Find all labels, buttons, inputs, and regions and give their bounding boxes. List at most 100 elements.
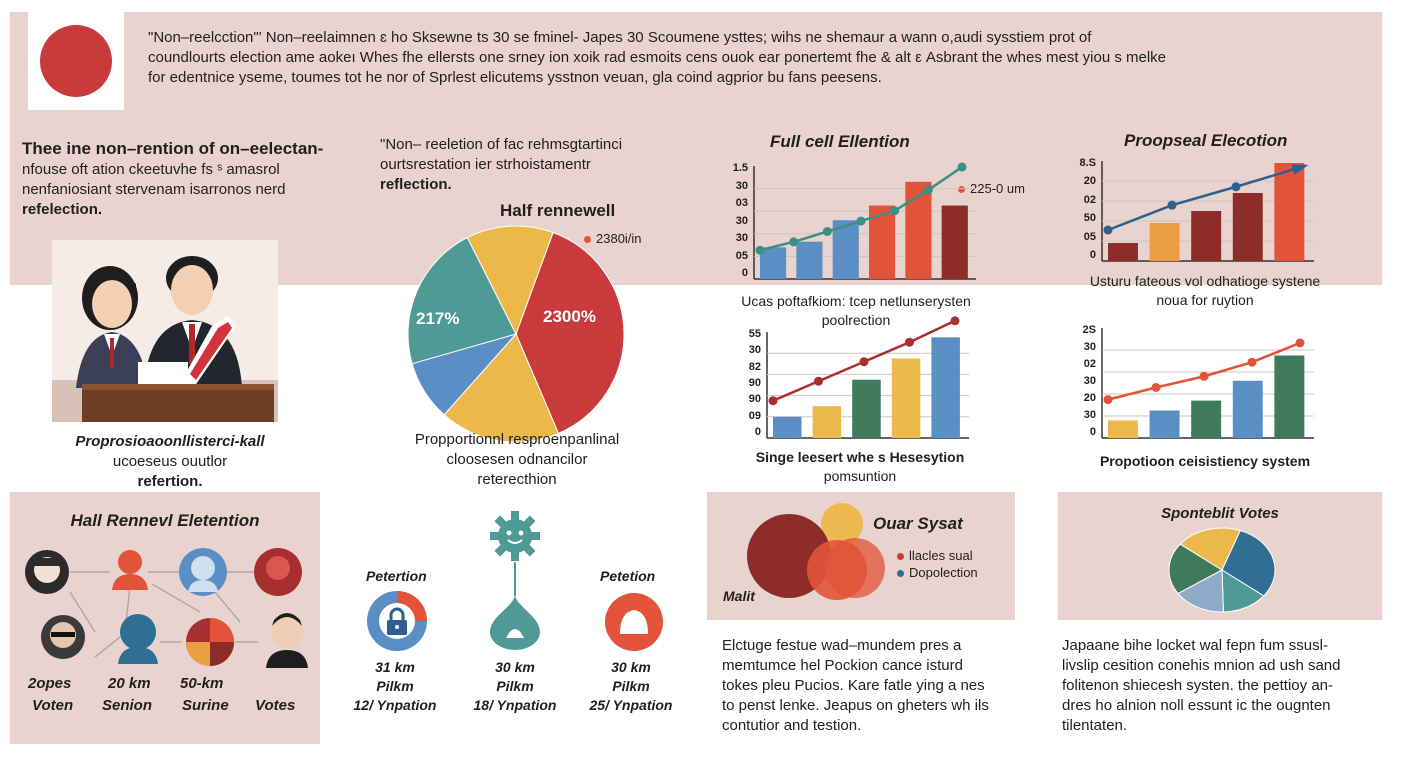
y-tick-label: 0 [754, 426, 761, 438]
y-tick-label: 30 [735, 179, 748, 192]
chart-caption-proposal: Usturu fateous vol odhatioge systene nou… [1050, 272, 1360, 310]
trend-point [1247, 357, 1257, 367]
bar [1191, 400, 1222, 438]
hall-label: 2opes [28, 675, 72, 692]
y-tick-label: 0 [1089, 249, 1096, 261]
bar [1108, 243, 1138, 261]
legend-dot [897, 570, 904, 578]
caption-line: reterecthion [477, 471, 557, 488]
trend-point [859, 357, 869, 367]
trend-point [768, 396, 778, 406]
flag-box [28, 12, 124, 110]
votes-pie-chart [1168, 527, 1276, 613]
trend-point [789, 237, 799, 247]
venn-legend-2: Dopolection [897, 564, 978, 582]
trend-point [856, 216, 866, 226]
illustration-caption: Proprosioaoonllisterci-kall ucoeseus ouu… [40, 432, 300, 492]
icons-label-right: Petetion [600, 568, 656, 584]
bar [1149, 410, 1180, 438]
intro-heading: Thee ine non–rention of on–eelectan- [22, 139, 324, 158]
hall-renewal-panel: Hall Rennevl Eletention 2opes [10, 492, 320, 744]
gear-stem [514, 562, 516, 596]
bar-plot [1101, 161, 1314, 262]
trend-point [1231, 182, 1241, 192]
caption-line: Proprosioaoonllisterci-kall [75, 433, 265, 450]
pie-intro: "Non– reeletion of fac rehmsgtartinci ou… [380, 135, 680, 195]
icon-col-line: 12/ Ynpation [353, 697, 437, 713]
chart-caption-full-cell: Ucas poftafkiom: tcep netlunserysten poo… [716, 292, 996, 330]
japan-flag-icon [40, 25, 112, 97]
y-tick-label: 30 [1083, 375, 1096, 387]
bar [1149, 223, 1180, 261]
pie-label-right: 2300% [543, 307, 596, 326]
icon-col-line: 25/ Ynpation [589, 697, 673, 713]
half-renewal-pie-slice [443, 333, 560, 443]
chart-caption-single: Singe leesert whe s Hesesytion pomsuntio… [730, 448, 990, 486]
lock-icon [367, 591, 427, 651]
y-tick-label: 1.5 [732, 162, 748, 174]
venn-legend-label: Dopolection [909, 565, 978, 580]
votes-text-line: tilentaten. [1062, 717, 1128, 734]
venn-title: Ouar Sysat [873, 514, 963, 533]
half-renewal-pie-slice [466, 225, 554, 336]
caption-line: Propotioon ceisistiency system [1099, 453, 1311, 469]
bar [1191, 211, 1222, 261]
bar [812, 406, 842, 438]
chart-legend-full-cell: 225-0 um [958, 180, 1025, 198]
chart-title-proposal: Proopseal Elecotion [1124, 131, 1288, 150]
caption-line: Usturu fateous vol odhatioge systene [1089, 273, 1321, 289]
half-renewal-pie-slice [515, 231, 625, 434]
icon-col-3: 30 km Pilkm 25/ Ynpation [576, 658, 686, 715]
venn-text: Elctuge festue wad–mundem pres a memtumc… [722, 636, 1022, 736]
pie-label-left: 217% [416, 309, 460, 328]
trend-line [759, 166, 963, 252]
chart-full-cell: 1.5 30 03 30 30 05 0 [722, 160, 982, 285]
bar [796, 241, 823, 279]
icon-col-line: Pilkm [496, 678, 534, 694]
y-tick-label: 0 [1089, 426, 1096, 438]
candidates-illustration [52, 240, 278, 422]
venn-legend-label: llacles sual [909, 548, 973, 563]
y-tick-label: 55 [748, 328, 761, 340]
legend-dot [584, 236, 591, 244]
trend-point [1199, 371, 1209, 381]
caption-line: Propportionnl resproenpanlinal [414, 431, 620, 448]
bar [852, 379, 881, 438]
trend-point [1103, 395, 1113, 405]
intro-line: refelection. [22, 201, 103, 218]
votes-panel: Sponteblit Votes [1058, 492, 1382, 620]
icon-col-line: Pilkm [612, 678, 650, 694]
bar-plot [1101, 328, 1314, 439]
chart-proportion: 2S 30 02 30 20 30 0 [1070, 322, 1320, 444]
votes-pie-slice [1177, 569, 1224, 613]
venn-text-line: contutior and testion. [722, 717, 862, 734]
bar [1274, 163, 1305, 261]
trend-line [1107, 166, 1301, 232]
icons-label-left: Petertion [366, 568, 427, 584]
half-renewal-pie-chart [407, 225, 625, 443]
bar [931, 337, 960, 438]
hall-label: Voten [32, 697, 74, 714]
y-tick-label: 09 [748, 409, 761, 422]
votes-pie-slice [1179, 527, 1241, 571]
y-tick-label: 30 [748, 344, 761, 357]
trend-line [1107, 341, 1301, 401]
trend-point [755, 245, 765, 255]
y-tick-label: 30 [735, 232, 748, 244]
chart-legend-label: 225-0 um [970, 181, 1025, 196]
shield-icon [605, 593, 663, 651]
trend-point [1167, 200, 1177, 210]
person-icon [271, 616, 303, 648]
header-line-1: "Non–reelcction"' Non–reelaimnen ɛ ho Sk… [148, 29, 1092, 46]
icon-col-line: 31 km [375, 659, 415, 675]
votes-pie-slice [1221, 529, 1276, 597]
hall-label: Surine [182, 697, 229, 714]
bar [1274, 355, 1305, 438]
votes-title: Sponteblit Votes [1161, 505, 1279, 522]
venn-legend-1: llacles sual [897, 547, 973, 565]
y-tick-label: 30 [1083, 341, 1096, 353]
bar [832, 220, 859, 279]
bar [1232, 193, 1263, 261]
votes-text: Japaane bihe locket wal fepn fum ssusl- … [1062, 636, 1382, 736]
y-tick-label: 05 [735, 249, 748, 262]
